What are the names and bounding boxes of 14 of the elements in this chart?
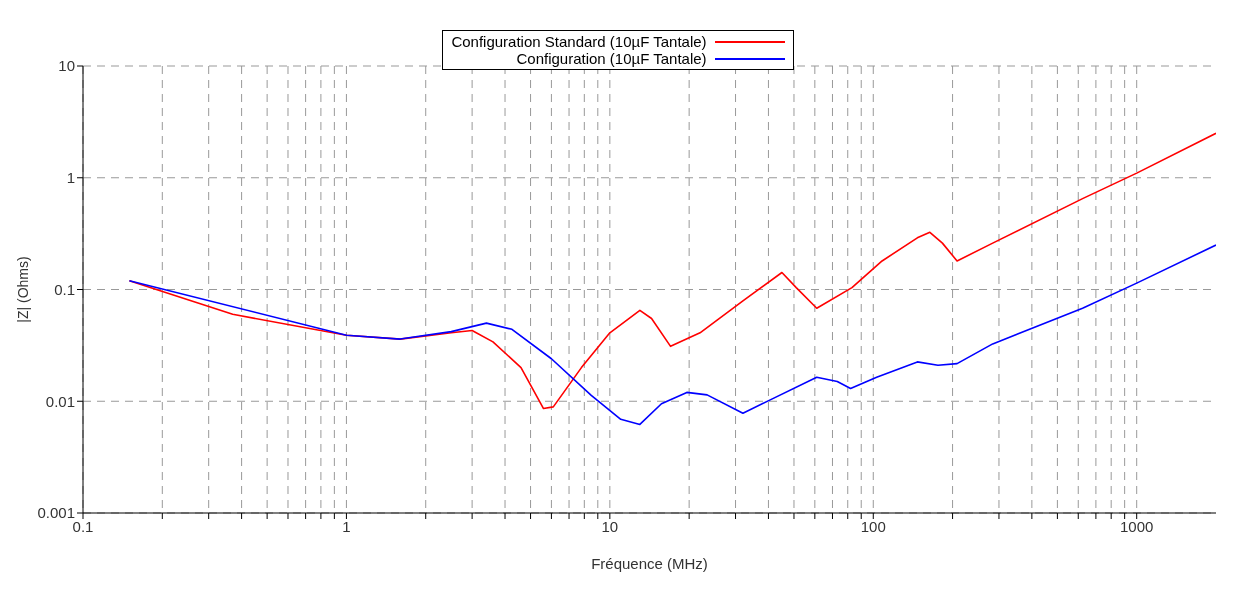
y-tick-label: 0.1 [54,280,75,298]
y-tick-label: 1 [66,169,75,187]
y-tick-label: 0.01 [45,392,75,410]
x-tick-label: 10 [601,517,619,535]
x-tick-label: 100 [860,517,886,535]
y-tick-label: 10 [58,57,75,75]
x-tick-label: 0.1 [72,517,94,535]
y-axis-title: |Z| (Ohms) [14,256,31,323]
x-axis-title: Fréquence (MHz) [591,554,708,572]
x-tick-label: 1000 [1120,517,1154,535]
x-tick-label: 1 [342,517,351,535]
legend-label: Configuration (10µF Tantale) [516,50,707,67]
legend-label: Configuration Standard (10µF Tantale) [451,33,707,50]
y-tick-label: 0.001 [37,504,75,522]
